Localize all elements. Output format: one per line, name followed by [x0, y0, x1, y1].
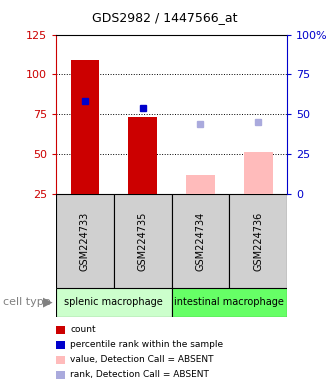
Bar — [244, 152, 273, 194]
Bar — [172, 194, 229, 288]
Bar — [114, 194, 172, 288]
Text: splenic macrophage: splenic macrophage — [64, 297, 163, 308]
Text: GSM224733: GSM224733 — [80, 211, 90, 271]
Bar — [186, 175, 215, 194]
Bar — [56, 194, 114, 288]
Text: GSM224734: GSM224734 — [195, 211, 206, 271]
Bar — [71, 60, 99, 194]
Bar — [229, 194, 287, 288]
Text: intestinal macrophage: intestinal macrophage — [175, 297, 284, 308]
Text: value, Detection Call = ABSENT: value, Detection Call = ABSENT — [70, 355, 214, 364]
Text: ▶: ▶ — [43, 296, 53, 309]
Text: percentile rank within the sample: percentile rank within the sample — [70, 340, 223, 349]
Text: count: count — [70, 325, 96, 334]
Text: GSM224736: GSM224736 — [253, 211, 263, 271]
Text: GDS2982 / 1447566_at: GDS2982 / 1447566_at — [92, 12, 238, 25]
Text: rank, Detection Call = ABSENT: rank, Detection Call = ABSENT — [70, 370, 209, 379]
Bar — [172, 288, 287, 317]
Bar — [56, 288, 172, 317]
Text: GSM224735: GSM224735 — [138, 211, 148, 271]
Bar — [128, 118, 157, 194]
Text: cell type: cell type — [3, 297, 51, 308]
